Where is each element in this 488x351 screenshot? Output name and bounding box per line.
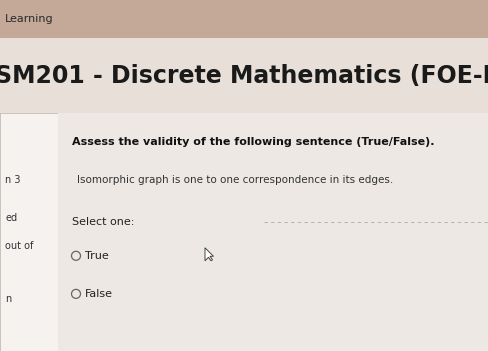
- Text: Assess the validity of the following sentence (True/False).: Assess the validity of the following sen…: [72, 137, 434, 147]
- Text: n 3: n 3: [5, 175, 20, 185]
- Text: n: n: [5, 294, 11, 304]
- FancyBboxPatch shape: [0, 113, 58, 351]
- FancyBboxPatch shape: [0, 38, 488, 113]
- FancyBboxPatch shape: [58, 113, 488, 351]
- Polygon shape: [204, 248, 213, 261]
- Text: True: True: [85, 251, 108, 261]
- Text: False: False: [85, 289, 113, 299]
- Text: out of: out of: [5, 241, 33, 251]
- Text: Learning: Learning: [5, 14, 54, 24]
- Text: Select one:: Select one:: [72, 218, 134, 227]
- Text: Isomorphic graph is one to one correspondence in its edges.: Isomorphic graph is one to one correspon…: [77, 175, 392, 185]
- FancyBboxPatch shape: [0, 113, 488, 351]
- Text: ed: ed: [5, 213, 17, 223]
- FancyBboxPatch shape: [0, 0, 488, 38]
- Text: SM201 - Discrete Mathematics (FOE-B: SM201 - Discrete Mathematics (FOE-B: [0, 64, 488, 87]
